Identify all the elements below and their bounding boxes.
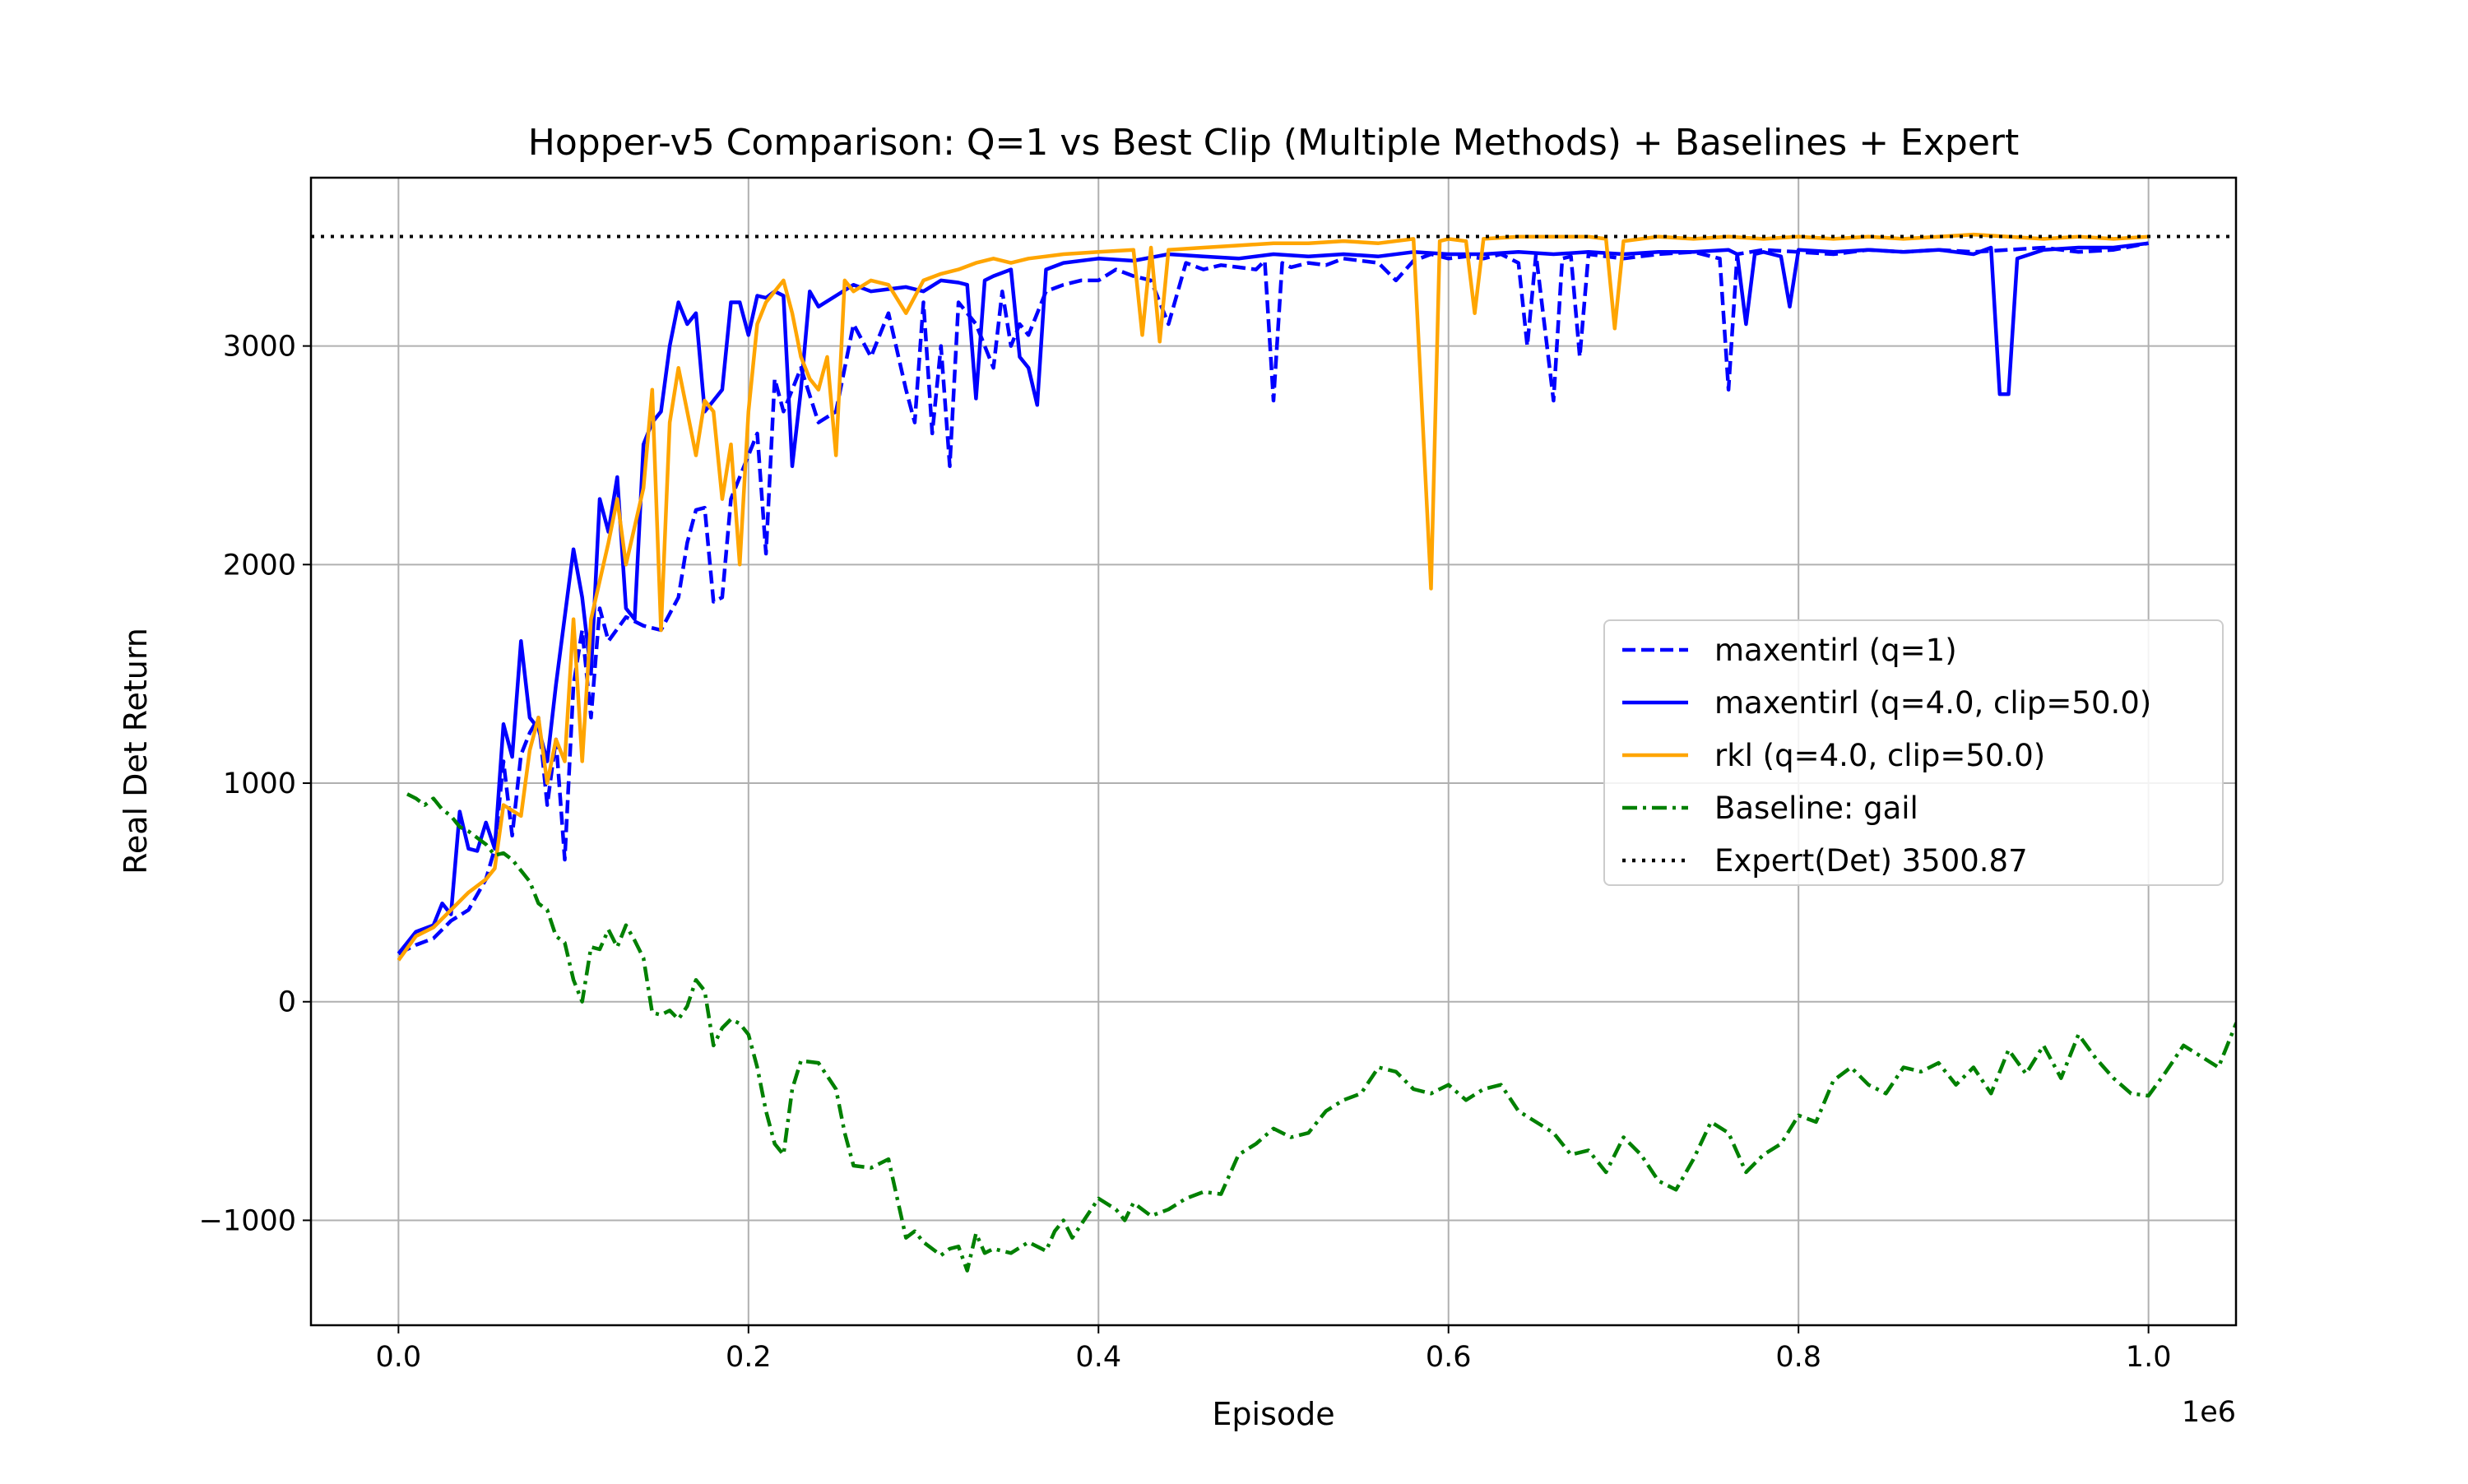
series-line-2 [397,241,2149,955]
series-line-3 [397,232,2149,962]
y-tick-label: 2000 [223,549,296,582]
x-tick-label: 0.2 [726,1341,772,1374]
legend-label: maxentirl (q=4.0, clip=50.0) [1714,685,2151,721]
ticks: 0.0 0.2 0.4 0.6 0.8 1.0 −1000 0 1000 2000 3000 [199,331,2172,1374]
series-line-4 [406,792,2236,1273]
legend-label: maxentirl (q=1) [1714,633,1957,668]
x-axis-offset-label: 1e6 [2182,1396,2236,1429]
x-tick-label: 0.6 [1426,1341,1472,1374]
x-tick-label: 0.8 [1775,1341,1821,1374]
plot-frame [309,176,2238,1327]
y-tick-label: −1000 [199,1204,296,1237]
legend-label: Expert(Det) 3500.87 [1714,843,2028,879]
chart-title: Hopper-v5 Comparison: Q=1 vs Best Clip (… [528,122,2020,164]
y-tick-label: 1000 [223,768,296,800]
x-axis-label: Episode [1212,1396,1334,1432]
legend: maxentirl (q=1) maxentirl (q=4.0, clip=50… [1603,619,2224,886]
legend-frame [1603,619,2224,886]
x-tick-label: 1.0 [2126,1341,2172,1374]
y-axis-label: Real Det Return [118,628,154,874]
x-tick-label: 0.4 [1075,1341,1121,1374]
x-tick-label: 0.0 [376,1341,422,1374]
series-layer [311,232,2236,1273]
series-line-1 [397,241,2150,956]
y-tick-label: 3000 [223,331,296,364]
y-tick-label: 0 [278,986,296,1019]
legend-label: rkl (q=4.0, clip=50.0) [1714,738,2045,773]
legend-label: Baseline: gail [1714,791,1918,826]
